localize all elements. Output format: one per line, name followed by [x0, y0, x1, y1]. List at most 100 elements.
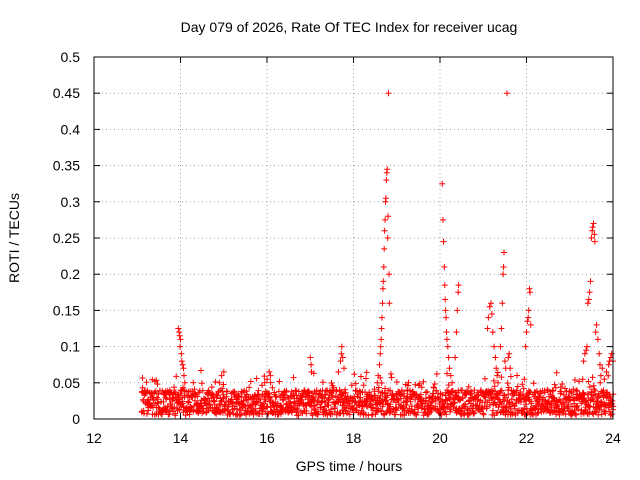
baseline-point	[150, 397, 157, 404]
baseline-point	[490, 377, 497, 384]
roti-point	[584, 300, 591, 307]
roti-point	[378, 325, 385, 332]
baseline-point	[441, 400, 448, 407]
baseline-point	[262, 396, 268, 403]
baseline-point	[550, 388, 557, 394]
baseline-point	[275, 388, 282, 395]
roti-point	[385, 213, 392, 220]
roti-point	[500, 271, 507, 278]
y-tick-label: 0.1	[61, 339, 81, 355]
baseline-point	[191, 397, 198, 404]
baseline-point	[151, 389, 158, 396]
baseline-point	[190, 379, 197, 386]
baseline-point	[345, 408, 352, 414]
baseline-point	[243, 388, 250, 395]
grid-layer	[94, 57, 613, 419]
ticks-layer	[93, 56, 614, 420]
roti-point	[597, 372, 604, 379]
roti-point	[523, 329, 530, 336]
baseline-point	[194, 393, 201, 400]
roti-point	[579, 376, 586, 383]
baseline-point	[240, 398, 247, 404]
baseline-point	[393, 407, 400, 414]
y-tick-label: 0.3	[61, 194, 81, 210]
baseline-point	[154, 381, 161, 388]
baseline-point	[375, 384, 382, 391]
baseline-point	[247, 378, 254, 385]
roti-point	[521, 376, 528, 383]
baseline-point	[602, 410, 609, 417]
baseline-point	[586, 384, 593, 390]
roti-point	[452, 354, 459, 361]
roti-point	[175, 325, 182, 332]
baseline-point	[180, 384, 186, 391]
baseline-point	[212, 378, 219, 385]
roti-point	[505, 354, 512, 361]
roti-point	[377, 343, 384, 350]
roti-point	[594, 336, 601, 343]
baseline-point	[290, 374, 297, 381]
roti-point	[525, 314, 532, 321]
baseline-point	[331, 404, 338, 410]
roti-point	[443, 329, 450, 336]
roti-point	[494, 372, 501, 379]
baseline-point	[588, 389, 595, 396]
baseline-point	[555, 405, 562, 412]
roti-point	[441, 282, 448, 289]
baseline-point	[175, 396, 182, 403]
baseline-point	[403, 395, 410, 401]
baseline-point	[167, 401, 174, 408]
baseline-point	[198, 367, 204, 374]
baseline-point	[172, 410, 179, 417]
baseline-point	[490, 407, 496, 414]
x-axis-label: GPS time / hours	[296, 458, 403, 474]
baseline-point	[480, 411, 487, 418]
baseline-point	[154, 396, 161, 403]
data-points-layer	[138, 90, 617, 419]
baseline-point	[181, 394, 188, 401]
roti-point	[216, 379, 223, 386]
baseline-point	[382, 385, 389, 392]
baseline-point	[398, 387, 405, 394]
baseline-point	[163, 395, 170, 402]
baseline-point	[261, 373, 268, 380]
roti-point	[382, 195, 389, 202]
baseline-point	[470, 409, 477, 416]
roti-point	[383, 177, 390, 184]
baseline-point	[313, 401, 320, 408]
roti-point	[485, 314, 492, 321]
x-tick-label: 18	[346, 430, 362, 446]
baseline-point	[428, 404, 435, 411]
baseline-point	[163, 406, 170, 413]
baseline-point	[443, 411, 450, 418]
roti-point	[605, 361, 612, 368]
baseline-point	[326, 396, 332, 403]
roti-point	[608, 350, 615, 357]
roti-point	[439, 180, 446, 187]
roti-point	[501, 249, 507, 256]
baseline-point	[144, 410, 150, 417]
baseline-point	[572, 410, 578, 417]
roti-point	[444, 343, 451, 350]
baseline-point	[483, 405, 490, 412]
roti-point	[491, 343, 498, 350]
baseline-point	[328, 380, 335, 386]
baseline-point	[475, 406, 482, 413]
baseline-point	[255, 396, 262, 403]
baseline-point	[303, 408, 310, 414]
roti-point	[499, 300, 506, 307]
baseline-point	[465, 411, 472, 418]
baseline-point	[387, 387, 394, 394]
roti-point	[266, 368, 273, 375]
baseline-point	[314, 411, 321, 418]
roti-point	[486, 303, 493, 310]
roti-point	[380, 264, 387, 270]
roti-point	[308, 361, 315, 368]
baseline-point	[601, 407, 608, 414]
roti-point	[379, 300, 386, 307]
x-tick-label: 20	[432, 430, 448, 446]
baseline-point	[171, 404, 178, 411]
y-tick-label: 0.5	[61, 49, 81, 65]
y-tick-label: 0.45	[53, 85, 80, 101]
